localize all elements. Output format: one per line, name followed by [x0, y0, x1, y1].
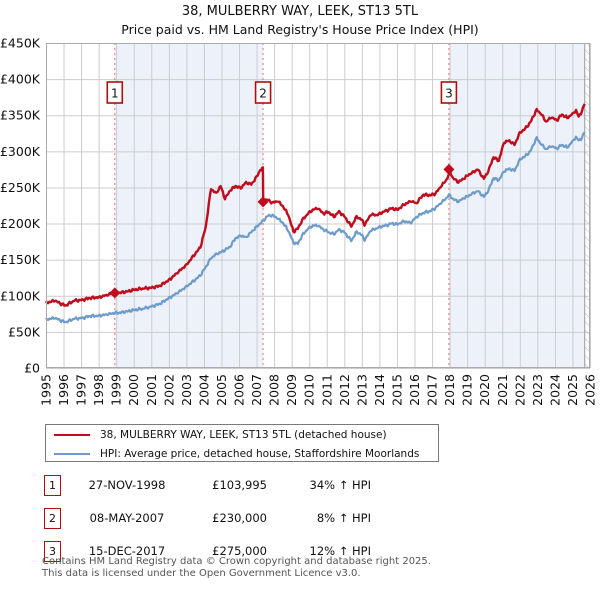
- sale-number-box: [106, 81, 124, 104]
- license-footer: Contains HM Land Registry data © Crown c…: [42, 556, 431, 579]
- sale-number-box: [254, 81, 272, 104]
- sale-vs-hpi: 8% ↑ HPI: [316, 511, 371, 525]
- y-axis-label: £250K: [0, 180, 41, 195]
- sale-number-badge: 2: [44, 507, 61, 529]
- x-axis-label: 2014: [372, 374, 387, 406]
- series-line: [45, 131, 586, 324]
- x-axis-label: 2002: [161, 374, 176, 406]
- x-axis-label: 2022: [512, 374, 527, 406]
- x-axis-label: 2012: [337, 374, 352, 406]
- sale-marker-diamond: [109, 287, 121, 299]
- x-axis-label: 1998: [91, 374, 106, 406]
- x-axis-label: 1997: [74, 374, 89, 406]
- page-title: 38, MULBERRY WAY, LEEK, ST13 5TL: [181, 4, 419, 19]
- y-axis-label: £400K: [0, 72, 41, 87]
- x-axis-label: 2025: [565, 374, 580, 406]
- y-axis-label: £350K: [0, 108, 41, 123]
- legend-item-hpi: HPI: Average price, detached house, Staf…: [46, 444, 438, 463]
- x-axis-label: 2015: [389, 374, 404, 406]
- x-axis-label: 2001: [144, 374, 159, 406]
- x-axis-label: 2016: [407, 374, 422, 406]
- footer-line1: Contains HM Land Registry data © Crown c…: [42, 556, 431, 567]
- sale-price: £103,995: [212, 478, 267, 492]
- x-axis-label: 2006: [232, 374, 247, 406]
- sale-number: 1: [111, 87, 119, 101]
- chart-legend: 38, MULBERRY WAY, LEEK, ST13 5TL (detach…: [45, 424, 439, 462]
- sale-vs-hpi: 12% ↑ HPI: [309, 544, 371, 558]
- y-axis-label: £300K: [0, 144, 41, 159]
- x-axis-label: 2018: [442, 374, 457, 406]
- sale-number: 3: [445, 87, 453, 101]
- x-axis-label: 1996: [56, 374, 71, 406]
- x-axis-label: 2000: [126, 374, 141, 406]
- hpi-line-swatch: [54, 452, 90, 455]
- y-axis-label: £50K: [8, 324, 41, 339]
- plot-border: [46, 43, 590, 368]
- footer-line2: This data is licensed under the Open Gov…: [42, 567, 361, 579]
- y-axis-label: £200K: [0, 216, 41, 231]
- x-axis-label: 2017: [425, 374, 440, 406]
- y-axis-label: £100K: [0, 288, 41, 303]
- sale-date: 08-MAY-2007: [89, 511, 165, 525]
- x-axis-label: 2010: [302, 374, 317, 406]
- series-line: [44, 103, 586, 307]
- x-axis-label: 2004: [196, 374, 211, 406]
- sale-number: 2: [259, 87, 267, 101]
- y-axis-label: £150K: [0, 252, 41, 267]
- future-hatch: [584, 43, 590, 368]
- sale-number-badge: 3: [44, 540, 61, 562]
- price-vs-hpi-chart: 1 2 3 £0 £50K £100K £150K £200K £250K £300K £350K £…: [0, 36, 598, 406]
- sale-number-box: [440, 81, 458, 104]
- table-row: 3 15-DEC-2017 £275,000 12% ↑ HPI: [44, 540, 371, 562]
- x-axis-label: 2003: [179, 374, 194, 406]
- x-axis-label: 2008: [267, 374, 282, 406]
- sale-marker-diamond: [443, 163, 455, 175]
- sale-marker-diamond: [257, 196, 269, 208]
- x-axis-label: 2007: [249, 374, 264, 406]
- x-axis-label: 2023: [530, 374, 545, 406]
- legend-label: HPI: Average price, detached house, Staf…: [100, 447, 420, 460]
- sale-date: 15-DEC-2017: [88, 544, 166, 558]
- sale-date: 27-NOV-1998: [88, 478, 166, 492]
- x-axis-label: 2024: [547, 374, 562, 406]
- sales-table: 1 27-NOV-1998 £103,995 34% ↑ HPI 2 08-MA…: [44, 474, 371, 573]
- ownership-shade: [448, 43, 585, 368]
- ownership-shade: [114, 43, 264, 368]
- x-axis-label: 2021: [495, 374, 510, 406]
- x-axis-label: 2011: [319, 374, 334, 406]
- page-subtitle: Price paid vs. HM Land Registry's House …: [121, 22, 479, 37]
- y-axis-label: £0: [24, 361, 40, 376]
- y-axis-label: £450K: [0, 36, 41, 51]
- x-axis-label: 1995: [39, 374, 54, 406]
- x-axis-label: 1999: [109, 374, 124, 406]
- sale-price: £230,000: [212, 511, 267, 525]
- x-axis-label: 2005: [214, 374, 229, 406]
- table-row: 2 08-MAY-2007 £230,000 8% ↑ HPI: [44, 507, 371, 529]
- legend-label: 38, MULBERRY WAY, LEEK, ST13 5TL (detach…: [100, 428, 387, 441]
- x-axis-label: 2026: [583, 374, 598, 406]
- x-axis-label: 2020: [477, 374, 492, 406]
- property-line-swatch: [54, 433, 90, 436]
- x-axis-label: 2013: [354, 374, 369, 406]
- sale-number-badge: 1: [44, 474, 61, 496]
- x-axis-label: 2009: [284, 374, 299, 406]
- legend-item-property: 38, MULBERRY WAY, LEEK, ST13 5TL (detach…: [46, 425, 438, 444]
- table-row: 1 27-NOV-1998 £103,995 34% ↑ HPI: [44, 474, 371, 496]
- sale-price: £275,000: [212, 544, 267, 558]
- x-axis-label: 2019: [460, 374, 475, 406]
- sale-vs-hpi: 34% ↑ HPI: [309, 478, 371, 492]
